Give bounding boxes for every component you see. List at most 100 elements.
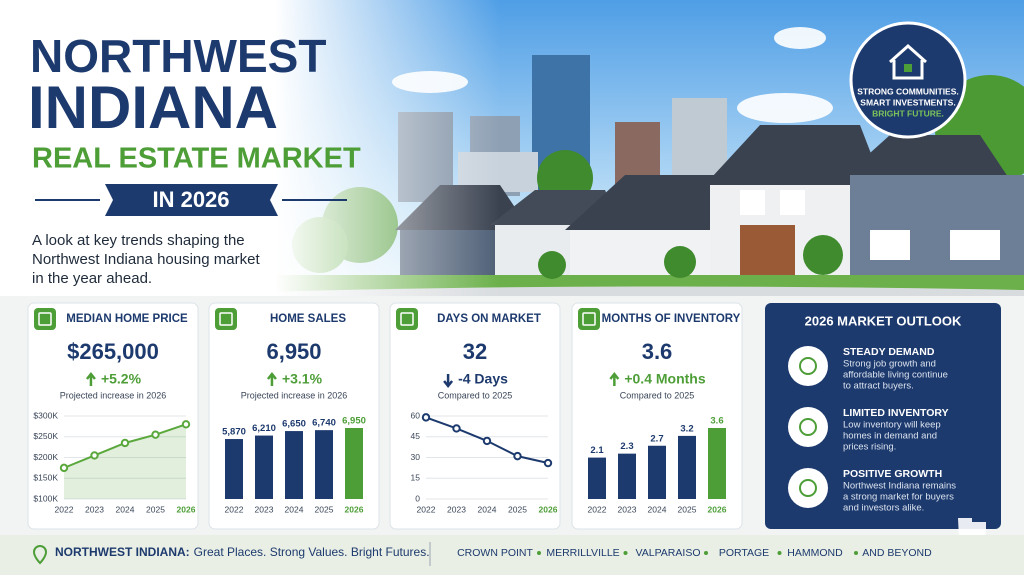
- card: [571, 302, 743, 530]
- badge-line: BRIGHT FUTURE.: [872, 108, 944, 118]
- bar: [315, 430, 333, 499]
- x-tick-label: 2026: [345, 504, 364, 514]
- card: [208, 302, 380, 530]
- point: [120, 438, 130, 448]
- card-icon-glyph: [219, 312, 233, 326]
- city: MERRILLVILLE: [546, 547, 619, 559]
- point: [543, 458, 553, 468]
- change-arrow: [266, 371, 277, 386]
- x-tick-label: 2022: [55, 504, 74, 514]
- intro: A look at key trends shaping the Northwes…: [32, 232, 260, 287]
- x-tick-label: 2022: [588, 504, 607, 514]
- outlook-item-text: Strong job growth and: [843, 359, 936, 370]
- x-tick-label: 2025: [508, 504, 527, 514]
- outlook-icon-glyph: [799, 479, 817, 497]
- card-change: -4 Days: [458, 371, 508, 387]
- bar: [345, 428, 363, 499]
- y-tick-label: $100K: [33, 493, 58, 503]
- x-tick-label: 2025: [146, 504, 165, 514]
- point: [181, 420, 191, 429]
- change-arrow: [443, 374, 454, 389]
- card-note: Projected increase in 2026: [241, 390, 348, 400]
- title-line: INDIANA: [28, 74, 278, 141]
- card-icon-glyph: [400, 312, 414, 326]
- value-label: 2.7: [650, 433, 663, 444]
- bar: [708, 428, 726, 499]
- intro-line: A look at key trends shaping the: [32, 232, 245, 249]
- footer-tagline: NORTHWEST INDIANA: Great Places. Strong V…: [55, 545, 430, 559]
- outlook-item-text: a strong market for buyers: [843, 492, 954, 503]
- city-dot: [537, 551, 541, 555]
- bar: [225, 439, 243, 499]
- card-value: $265,000: [67, 339, 159, 364]
- pin-icon: [32, 544, 48, 565]
- value-label: 2.3: [620, 441, 633, 452]
- intro-line: in the year ahead.: [32, 270, 152, 287]
- value-label: 6,740: [312, 418, 336, 429]
- outlook-item-title: LIMITED INVENTORY: [843, 407, 949, 419]
- badge: [849, 21, 967, 139]
- x-tick-label: 2025: [315, 504, 334, 514]
- footer: [0, 535, 1024, 575]
- x-tick-label: 2022: [225, 504, 244, 514]
- change-arrow: [609, 371, 620, 386]
- card-icon-glyph: [582, 312, 596, 326]
- card-title: DAYS ON MARKET: [437, 313, 541, 325]
- card-icon-glyph: [38, 312, 52, 326]
- value-label: 3.2: [680, 423, 693, 434]
- year-ribbon: [105, 184, 278, 216]
- outlook-icon: [788, 346, 828, 386]
- x-tick-label: 2024: [116, 504, 135, 514]
- x-tick-label: 2026: [708, 504, 727, 514]
- card-note: Compared to 2025: [438, 390, 513, 400]
- card-change: +0.4 Months: [624, 371, 706, 387]
- card-change: +5.2%: [101, 371, 142, 387]
- y-tick-label: $200K: [33, 452, 58, 462]
- x-tick-label: 2023: [255, 504, 274, 514]
- badge-line: SMART INVESTMENTS.: [860, 97, 955, 107]
- outlook-item-title: POSITIVE GROWTH: [843, 468, 942, 480]
- bar: [648, 445, 666, 499]
- card-title: MEDIAN HOME PRICE: [66, 313, 188, 325]
- bar: [285, 431, 303, 499]
- badge-line: STRONG COMMUNITIES.: [857, 86, 959, 96]
- badge-icon: [904, 64, 912, 72]
- y-tick-label: $250K: [33, 431, 58, 441]
- bar: [255, 435, 273, 499]
- city: CROWN POINT: [457, 547, 533, 559]
- x-tick-label: 2026: [539, 504, 558, 514]
- area: [64, 424, 186, 499]
- change-arrow: [85, 371, 96, 386]
- value-label: 6,650: [282, 419, 306, 430]
- outlook-item-text: affordable living continue: [843, 370, 948, 381]
- y-tick-label: 30: [411, 452, 421, 462]
- card-change: +3.1%: [282, 371, 323, 387]
- card-note: Compared to 2025: [620, 390, 695, 400]
- subtitle: REAL ESTATE MARKET: [32, 143, 361, 175]
- point: [421, 413, 431, 422]
- x-tick-label: 2024: [478, 504, 497, 514]
- intro-line: Northwest Indiana housing market: [32, 251, 260, 268]
- cards: MEDIAN HOME PRICE $265,000 +5.2% Projected …: [27, 302, 743, 530]
- value-label: 6,210: [252, 423, 276, 434]
- card-value: 3.6: [642, 339, 673, 364]
- card-icon: [34, 308, 56, 330]
- outlook-icon-glyph: [799, 357, 817, 375]
- footer-text: Great Places. Strong Values. Bright Futu…: [194, 545, 430, 559]
- outlook-icon: [788, 407, 828, 447]
- bar: [588, 457, 606, 499]
- year-badge: IN 2026: [152, 187, 229, 212]
- card-note: Projected increase in 2026: [60, 390, 167, 400]
- outlook-item-title: STEADY DEMAND: [843, 346, 935, 358]
- x-tick-label: 2023: [447, 504, 466, 514]
- y-tick-label: $300K: [33, 410, 58, 420]
- city-dot: [704, 551, 708, 555]
- card-icon: [578, 308, 600, 330]
- city: AND BEYOND: [862, 547, 932, 559]
- y-tick-label: 45: [411, 431, 421, 441]
- outlook-item-text: homes in demand and: [843, 431, 937, 442]
- point: [59, 463, 69, 473]
